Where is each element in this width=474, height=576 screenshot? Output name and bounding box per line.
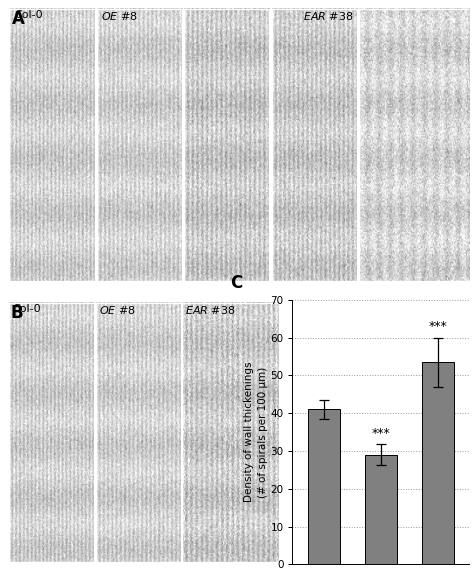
Bar [359, 9, 472, 281]
Text: B: B [11, 304, 24, 322]
Bar [422, 362, 454, 564]
Text: $\it{EAR}$ #38: $\it{EAR}$ #38 [302, 10, 353, 22]
Bar [9, 9, 94, 281]
Bar [9, 302, 94, 562]
Text: ***: *** [428, 320, 447, 333]
Bar [97, 9, 182, 281]
Bar [365, 455, 397, 564]
Text: $\it{OE}$ #8: $\it{OE}$ #8 [101, 10, 138, 22]
Text: Col-0: Col-0 [14, 10, 43, 20]
Text: $\it{OE}$ #8: $\it{OE}$ #8 [99, 304, 136, 316]
Bar [182, 302, 279, 562]
Text: ***: *** [372, 427, 390, 439]
Bar [308, 410, 339, 564]
Y-axis label: Density of wall thickenings
(# of spirals per 100 μm): Density of wall thickenings (# of spiral… [244, 362, 267, 502]
Bar [184, 9, 269, 281]
Text: Col-0: Col-0 [12, 304, 41, 314]
Text: A: A [12, 10, 25, 28]
Text: C: C [231, 274, 243, 292]
Bar [272, 9, 356, 281]
Text: $\it{EAR}$ #38: $\it{EAR}$ #38 [185, 304, 236, 316]
Bar [96, 302, 181, 562]
